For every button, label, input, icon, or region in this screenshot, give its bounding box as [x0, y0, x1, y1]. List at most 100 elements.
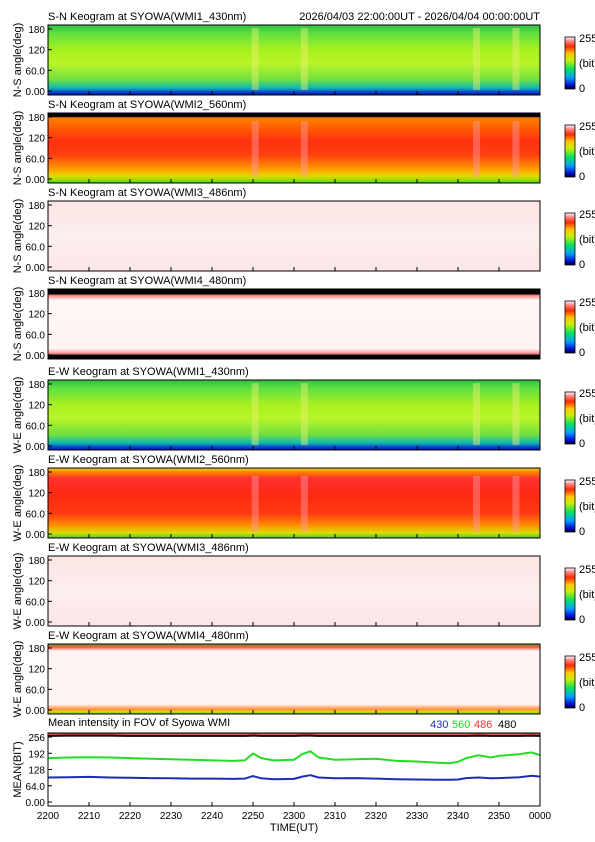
y-tick-label: 180 — [28, 113, 45, 124]
y-tick-label: 60.0 — [26, 242, 46, 253]
panel-title: S-N Keogram at SYOWA(WMI3_486nm) — [48, 187, 246, 199]
y-axis-label: N-S angle(deg) — [12, 23, 24, 98]
mean-intensity-chart: Mean intensity in FOV of Syowa WMI 430 560… — [12, 717, 552, 834]
colorbar-unit: (bit) — [579, 322, 595, 334]
colorbar-min: 0 — [579, 347, 585, 359]
colorbar — [564, 212, 576, 266]
x-tick-label: 2230 — [160, 811, 183, 822]
colorbar-max: 255 — [579, 209, 595, 221]
x-tick-label: 2330 — [406, 811, 429, 822]
colorbar-max: 255 — [579, 297, 595, 309]
colorbar-min: 0 — [579, 171, 585, 183]
x-tick-label: 2210 — [78, 811, 101, 822]
y-tick-label: 0.00 — [26, 263, 46, 274]
colorbar-unit: (bit) — [579, 234, 595, 246]
keogram-image — [48, 468, 540, 538]
keogram-panel-5: E-W Keogram at SYOWA(WMI1_430nm)180 120 60… — [12, 366, 595, 453]
colorbar — [564, 300, 576, 354]
colorbar-unit: (bit) — [579, 677, 595, 689]
x-tick-label: 2300 — [283, 811, 306, 822]
time-range: 2026/04/03 22:00:00UT - 2026/04/04 00:00… — [299, 11, 540, 23]
colorbar — [564, 567, 576, 621]
x-tick-label: 2250 — [242, 811, 265, 822]
keogram-panel-7: E-W Keogram at SYOWA(WMI3_486nm)180 120 60… — [12, 542, 595, 629]
colorbar-unit: (bit) — [579, 413, 595, 425]
x-tick-label: 0000 — [529, 811, 552, 822]
legend-entry-560: 560 — [452, 719, 470, 731]
colorbar-min: 0 — [579, 614, 585, 626]
y-axis-label: N-S angle(deg) — [12, 111, 24, 186]
activity-stripe-2 — [300, 383, 308, 445]
legend-entry-486: 486 — [474, 719, 492, 731]
activity-stripe-3 — [473, 476, 481, 532]
colorbar-max: 255 — [579, 388, 595, 400]
keogram-image — [48, 25, 540, 95]
colorbar-max: 255 — [579, 652, 595, 664]
y-tick-label: 120 — [28, 310, 45, 321]
panel-title: S-N Keogram at SYOWA(WMI4_480nm) — [48, 275, 246, 287]
y-tick-label: 192 — [28, 749, 45, 760]
colorbar-min: 0 — [579, 83, 585, 95]
keogram-panel-2: S-N Keogram at SYOWA(WMI2_560nm)180 120 60… — [12, 99, 595, 186]
y-tick-label: 180 — [28, 289, 45, 300]
y-tick-label: 0.00 — [26, 530, 46, 541]
x-tick-label: 2220 — [119, 811, 142, 822]
x-tick-label: 2320 — [365, 811, 388, 822]
colorbar-min: 0 — [579, 438, 585, 450]
colorbar-min: 0 — [579, 702, 585, 714]
colorbar-unit: (bit) — [579, 501, 595, 513]
keogram-image — [48, 644, 540, 714]
activity-stripe-4 — [512, 476, 520, 532]
y-tick-label: 0.00 — [26, 706, 46, 717]
panel-title: E-W Keogram at SYOWA(WMI2_560nm) — [48, 454, 249, 466]
colorbar — [564, 124, 576, 178]
y-tick-label: 120 — [28, 665, 45, 676]
y-tick-label: 180 — [28, 25, 45, 36]
y-axis-label: N-S angle(deg) — [12, 199, 24, 274]
y-tick-label: 120 — [28, 46, 45, 57]
y-tick-label: 0.00 — [26, 442, 46, 453]
y-tick-label: 60.0 — [26, 509, 46, 520]
y-tick-label: 180 — [28, 556, 45, 567]
y-tick-label: 120 — [28, 577, 45, 588]
y-tick-label: 60.0 — [26, 330, 46, 341]
x-tick-label: 2240 — [201, 811, 224, 822]
colorbar-max: 255 — [579, 33, 595, 45]
y-tick-label: 60.0 — [26, 66, 46, 77]
y-axis-label: MEAN(BIT) — [12, 741, 24, 797]
colorbar-min: 0 — [579, 259, 585, 271]
y-axis-label: N-S angle(deg) — [12, 287, 24, 362]
activity-stripe-2 — [300, 476, 308, 532]
y-tick-label: 64.0 — [26, 782, 46, 793]
y-tick-label: 0.00 — [26, 351, 46, 362]
x-tick-label: 2310 — [324, 811, 347, 822]
y-tick-label: 180 — [28, 201, 45, 212]
activity-stripe-3 — [473, 383, 481, 445]
y-tick-label: 0.00 — [26, 87, 46, 98]
y-tick-label: 60.0 — [26, 421, 46, 432]
y-tick-label: 0.00 — [26, 798, 46, 809]
chart-title: Mean intensity in FOV of Syowa WMI — [48, 717, 230, 729]
y-tick-label: 120 — [28, 489, 45, 500]
y-axis-label: W-E angle(deg) — [12, 641, 24, 718]
x-axis-label: TIME(UT) — [270, 822, 318, 834]
keogram-image — [48, 113, 540, 183]
activity-stripe-4 — [512, 383, 520, 445]
keogram-image — [48, 556, 540, 626]
y-axis-label: W-E angle(deg) — [12, 377, 24, 454]
activity-stripe-3 — [473, 28, 481, 90]
panel-title: E-W Keogram at SYOWA(WMI1_430nm) — [48, 366, 249, 378]
colorbar-max: 255 — [579, 476, 595, 488]
keogram-image — [48, 201, 540, 271]
y-axis-label: W-E angle(deg) — [12, 553, 24, 630]
colorbar-unit: (bit) — [579, 146, 595, 158]
chart-background — [48, 733, 540, 806]
y-axis-label: W-E angle(deg) — [12, 465, 24, 542]
colorbar — [564, 36, 576, 90]
x-tick-label: 2340 — [447, 811, 470, 822]
y-tick-label: 180 — [28, 644, 45, 655]
activity-stripe-2 — [300, 121, 308, 177]
keogram-panel-6: E-W Keogram at SYOWA(WMI2_560nm)180 120 60… — [12, 454, 595, 541]
panel-title: S-N Keogram at SYOWA(WMI1_430nm) — [48, 11, 246, 23]
